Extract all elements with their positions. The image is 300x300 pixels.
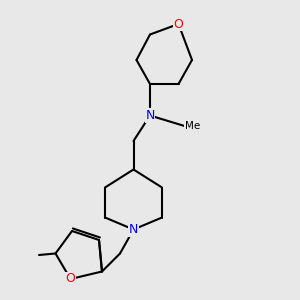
- Text: O: O: [174, 17, 183, 31]
- Text: N: N: [129, 223, 138, 236]
- Text: O: O: [66, 272, 75, 286]
- Text: Me: Me: [184, 121, 200, 131]
- Text: N: N: [145, 109, 155, 122]
